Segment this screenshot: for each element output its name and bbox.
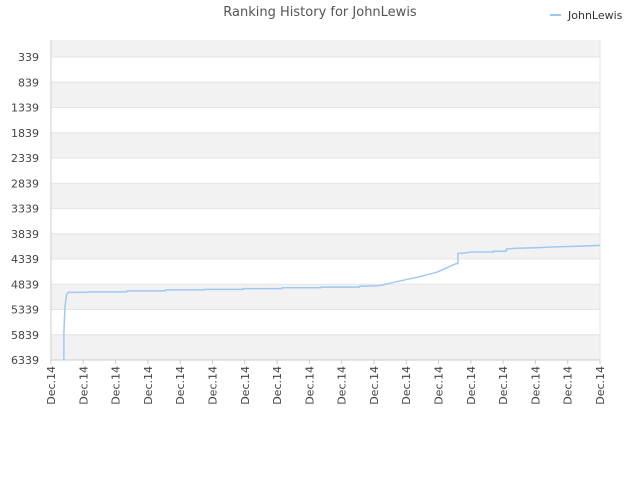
x-tick-label: Dec.14 bbox=[45, 366, 58, 405]
plot-band bbox=[51, 233, 600, 259]
x-tick-label: Dec.14 bbox=[368, 366, 381, 405]
series-line-johnlewis bbox=[63, 244, 601, 360]
x-tick-label: Dec.14 bbox=[562, 366, 575, 405]
y-tick-label: 1339 bbox=[11, 102, 39, 115]
x-tick-label: Dec.14 bbox=[594, 366, 607, 405]
y-tick-label: 6339 bbox=[11, 354, 39, 367]
x-tick-label: Dec.14 bbox=[497, 366, 510, 405]
x-tick-label: Dec.14 bbox=[77, 366, 90, 405]
x-tick-label: Dec.14 bbox=[465, 366, 478, 405]
plot-band bbox=[51, 82, 600, 108]
y-tick-label: 2339 bbox=[11, 152, 39, 165]
plot-bands bbox=[51, 40, 600, 360]
legend: JohnLewis bbox=[550, 9, 623, 22]
x-tick-label: Dec.14 bbox=[271, 366, 284, 405]
plot-band bbox=[51, 334, 600, 360]
y-tick-label: 5839 bbox=[11, 329, 39, 342]
chart-title: Ranking History for JohnLewis bbox=[223, 5, 417, 20]
series-layer bbox=[63, 244, 601, 360]
y-tick-label: 4839 bbox=[11, 278, 39, 291]
x-tick-label: Dec.14 bbox=[174, 366, 187, 405]
plot-band bbox=[51, 40, 600, 57]
plot-band bbox=[51, 284, 600, 310]
y-tick-label: 839 bbox=[18, 76, 39, 89]
plot-band bbox=[51, 132, 600, 158]
y-tick-label: 339 bbox=[18, 51, 39, 64]
y-tick-label: 1839 bbox=[11, 127, 39, 140]
legend-label-johnlewis: JohnLewis bbox=[567, 9, 623, 22]
gridlines bbox=[50, 40, 601, 361]
x-tick-label: Dec.14 bbox=[303, 366, 316, 405]
x-tick-label: Dec.14 bbox=[239, 366, 252, 405]
y-tick-label: 5339 bbox=[11, 304, 39, 317]
y-tick-label: 2839 bbox=[11, 177, 39, 190]
x-axis-ticks: Dec.14 Dec.14 Dec.14 Dec.14 Dec.14 Dec.14 Dec.… bbox=[45, 360, 607, 405]
x-tick-label: Dec.14 bbox=[206, 366, 219, 405]
y-axis-ticks: 339 839 1339 1839 2339 2839 3339 3839 4339 4839 53… bbox=[11, 51, 39, 367]
x-tick-label: Dec.14 bbox=[142, 366, 155, 405]
y-tick-label: 3339 bbox=[11, 203, 39, 216]
x-tick-label: Dec.14 bbox=[336, 366, 349, 405]
plot-band bbox=[51, 183, 600, 209]
x-tick-label: Dec.14 bbox=[433, 366, 446, 405]
y-tick-label: 4339 bbox=[11, 253, 39, 266]
x-tick-label: Dec.14 bbox=[400, 366, 413, 405]
x-tick-label: Dec.14 bbox=[110, 366, 123, 405]
y-tick-label: 3839 bbox=[11, 228, 39, 241]
x-tick-label: Dec.14 bbox=[529, 366, 542, 405]
